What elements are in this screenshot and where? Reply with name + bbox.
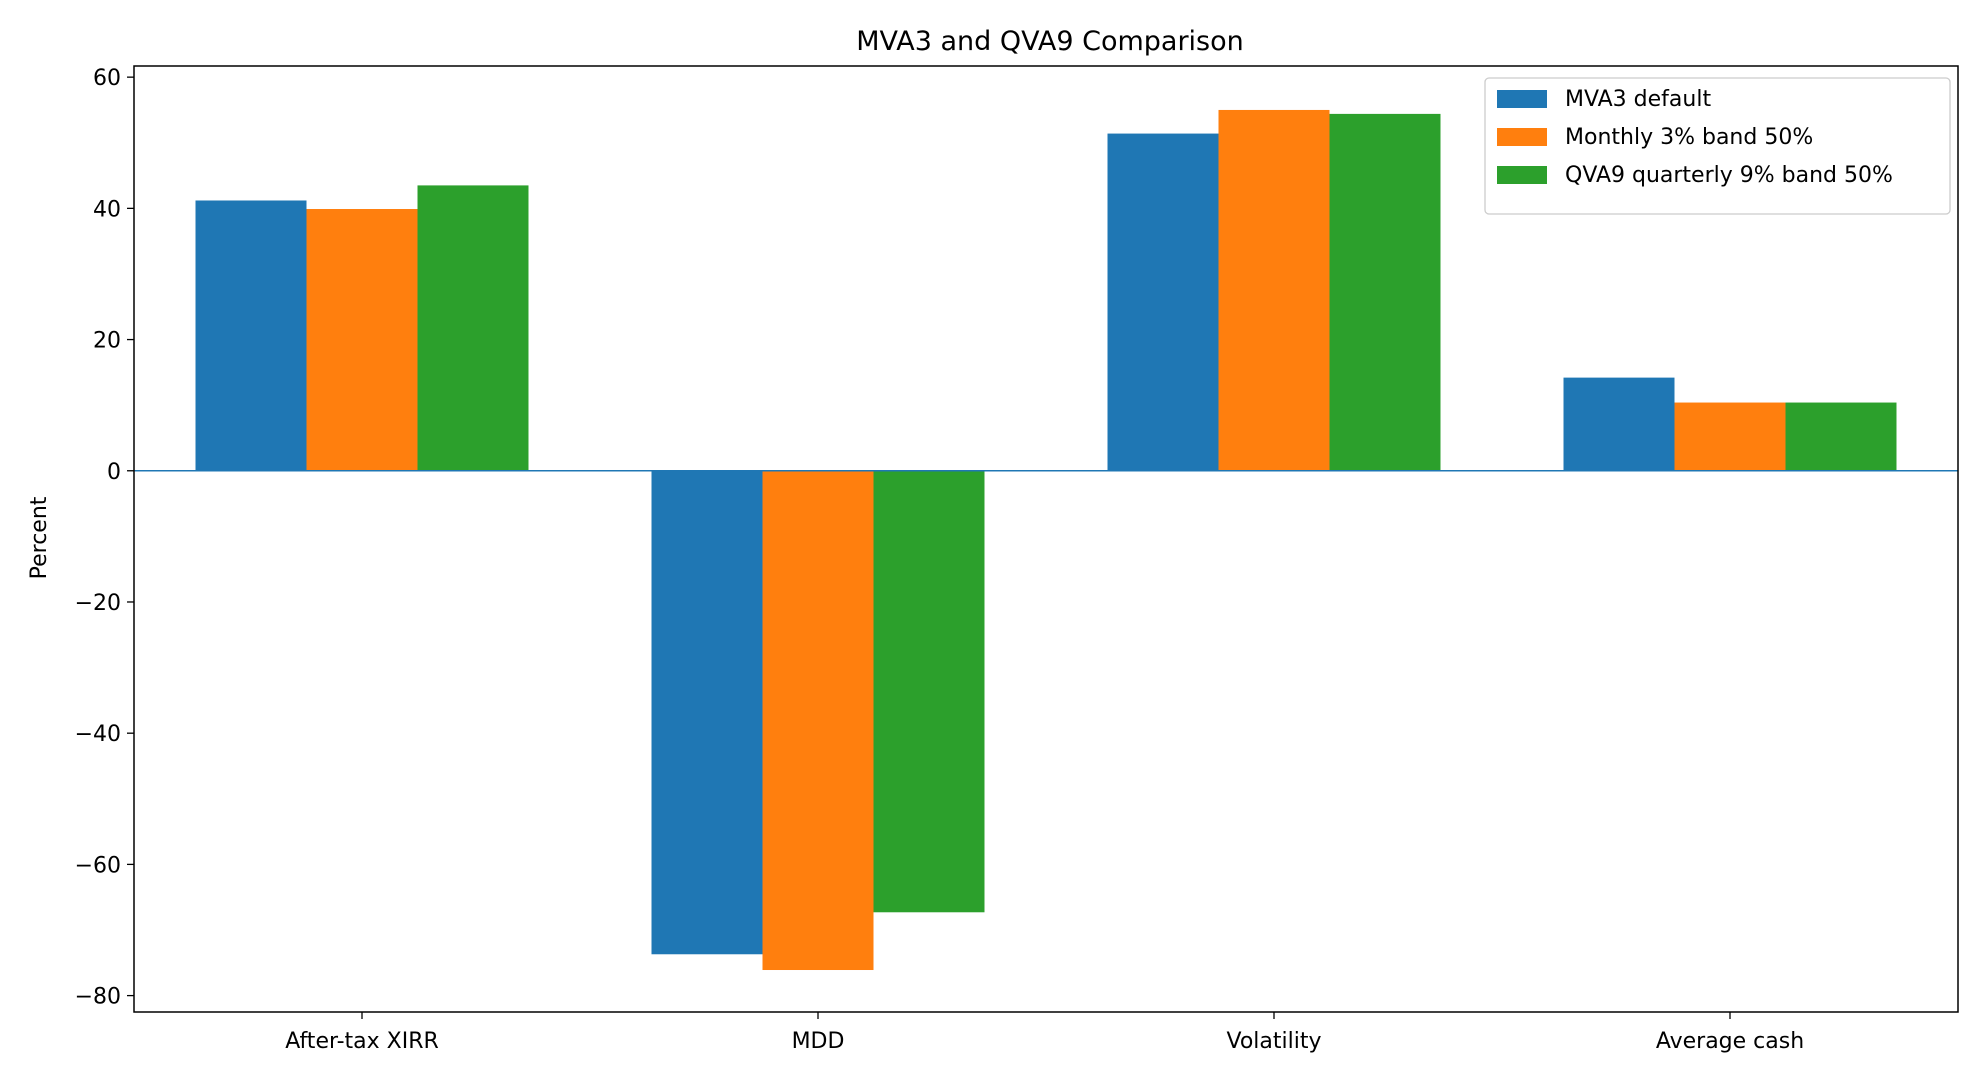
chart-title: MVA3 and QVA9 Comparison	[856, 26, 1244, 57]
y-tick-label: −60	[75, 853, 121, 878]
bar	[306, 209, 418, 471]
bar	[1563, 377, 1675, 471]
legend-label: MVA3 default	[1565, 87, 1711, 112]
y-tick-label: −20	[75, 591, 121, 616]
bar	[1107, 133, 1219, 471]
bar	[762, 470, 874, 971]
legend-swatch	[1497, 128, 1547, 146]
legend-label: QVA9 quarterly 9% band 50%	[1565, 163, 1893, 188]
legend-box	[1484, 77, 1951, 215]
legend-swatch	[1497, 166, 1547, 184]
bar	[417, 185, 529, 471]
bar	[1218, 109, 1330, 471]
bar	[195, 200, 307, 471]
bar	[1785, 402, 1897, 471]
bar	[873, 470, 985, 913]
legend-label: Monthly 3% band 50%	[1565, 125, 1813, 150]
bar	[1329, 113, 1441, 471]
x-tick-label: MDD	[792, 1029, 845, 1054]
y-tick-label: −40	[75, 722, 121, 747]
y-tick-label: −80	[75, 985, 121, 1010]
y-tick-label: 40	[93, 197, 121, 222]
x-tick-label: After-tax XIRR	[285, 1029, 439, 1054]
legend: MVA3 default Monthly 3% band 50% QVA9 quar…	[1484, 77, 1951, 215]
y-tick-label: 20	[93, 329, 121, 354]
legend-swatch	[1497, 90, 1547, 108]
bar	[1674, 402, 1786, 471]
y-axis-label: Percent	[27, 496, 52, 579]
x-tick-label: Average cash	[1656, 1029, 1804, 1054]
axes-layer: After-tax XIRR MDD Volatility Average cash 6…	[75, 65, 1959, 1054]
y-tick-label: 0	[107, 460, 121, 485]
y-tick-label: 60	[93, 66, 121, 91]
bars-layer	[195, 109, 1897, 971]
plot-frame	[133, 65, 1959, 1013]
bar	[651, 470, 763, 955]
x-tick-label: Volatility	[1226, 1029, 1321, 1054]
